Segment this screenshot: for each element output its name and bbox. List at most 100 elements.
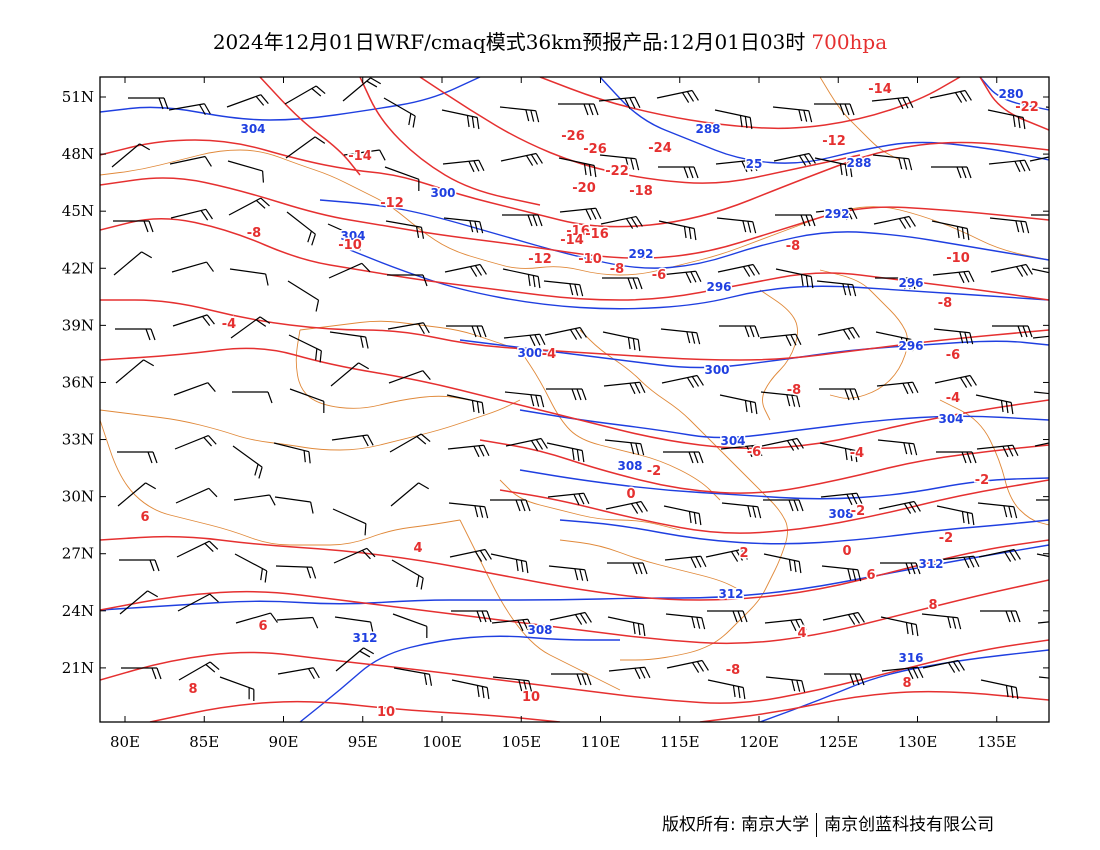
wind-barb: [176, 540, 219, 558]
wind-barb: [549, 611, 592, 625]
wind-barb: [490, 499, 531, 512]
wind-barb: [451, 610, 492, 623]
lon-label: 90E: [268, 733, 298, 751]
wind-barb: [721, 502, 762, 519]
wind-barb: [334, 616, 374, 634]
temperature-isoline: [699, 690, 1049, 722]
temperature-label: -8: [786, 239, 800, 254]
temperature-label: 10: [522, 690, 540, 705]
height-label: 288: [695, 122, 720, 136]
height-label: 296: [706, 280, 731, 294]
wind-barb: [390, 482, 430, 507]
wind-barb: [113, 220, 154, 233]
lat-label: 27N: [62, 545, 94, 563]
wind-barb: [226, 94, 269, 108]
wind-barb: [665, 613, 706, 630]
boundary-line: [100, 399, 521, 451]
height-label: 300: [517, 346, 542, 360]
wind-barb: [285, 136, 326, 159]
wind-barb: [328, 262, 371, 279]
wind-barb: [714, 109, 753, 130]
wind-barb: [330, 362, 370, 387]
wind-barb: [932, 270, 975, 284]
wind-barb: [442, 159, 485, 173]
wind-barb: [1038, 676, 1049, 679]
wind-barb: [233, 494, 276, 506]
wind-barb: [764, 618, 807, 632]
wind-barb: [658, 166, 699, 179]
temperature-isoline: [100, 299, 1049, 361]
wind-barb: [274, 496, 314, 514]
height-isoline: [100, 544, 1049, 611]
wind-barb: [719, 394, 758, 415]
wind-barb: [235, 612, 278, 624]
boundary-line: [559, 539, 741, 591]
wind-barb: [558, 103, 599, 116]
temperature-isoline: [479, 439, 1049, 494]
wind-barbs: [111, 77, 1049, 702]
wind-barb: [763, 499, 804, 512]
temperature-label: -8: [610, 262, 624, 277]
temperature-label: -20: [572, 181, 596, 196]
wind-barb: [385, 220, 425, 239]
wind-barb: [490, 553, 529, 574]
wind-barb: [880, 616, 919, 637]
wind-barb: [976, 444, 1019, 458]
wind-barb: [499, 106, 540, 123]
temperature-isoline: [359, 77, 541, 206]
height-label: 300: [430, 186, 455, 200]
lon-label: 105E: [501, 733, 541, 751]
temperature-label: 8: [188, 682, 197, 697]
wind-barb: [441, 109, 480, 130]
wind-barb: [219, 676, 255, 702]
wind-barb: [822, 611, 865, 625]
wind-barb: [119, 590, 159, 615]
wind-barb: [717, 263, 760, 277]
wind-barb: [383, 97, 416, 128]
wind-barb: [824, 673, 865, 686]
wind-barb: [451, 679, 490, 700]
wind-barb: [447, 444, 490, 458]
temperature-label: -8: [938, 296, 952, 311]
wind-barb: [760, 391, 801, 408]
wind-barb: [332, 508, 367, 536]
wind-barb: [607, 562, 648, 575]
wind-barb: [1036, 499, 1049, 501]
wind-barb: [128, 97, 169, 110]
temperature-label: -14: [348, 149, 372, 164]
lon-label: 100E: [422, 733, 462, 751]
wind-barb: [503, 333, 546, 347]
temperature-isoline: [100, 218, 1049, 301]
wind-barb: [815, 207, 858, 221]
wind-barb: [875, 277, 916, 290]
wind-barb: [600, 215, 643, 229]
height-isoline: [100, 77, 481, 121]
temperature-label: -12: [822, 134, 846, 149]
wind-barb: [877, 439, 918, 456]
wind-barb: [933, 328, 974, 345]
copyright-right: 南京创蓝科技有限公司: [824, 815, 995, 835]
lat-label: 36N: [62, 373, 94, 391]
wind-barb: [548, 565, 589, 582]
wind-barb: [814, 157, 853, 178]
boundary-line: [519, 349, 721, 501]
wind-barb: [273, 442, 311, 464]
wind-barb: [449, 548, 492, 562]
wind-barb: [715, 159, 758, 173]
wind-barb: [171, 261, 214, 273]
wind-barb: [992, 325, 1033, 338]
wind-barb: [276, 616, 319, 629]
wind-barb: [232, 391, 273, 404]
wind-barb: [820, 492, 863, 506]
lat-label: 42N: [62, 259, 94, 277]
wind-barb: [661, 374, 704, 388]
temperature-contours: [100, 77, 1049, 722]
temperature-label: 2: [739, 546, 748, 561]
wind-barb: [658, 220, 697, 241]
lon-label: 120E: [739, 733, 779, 751]
wind-barb: [173, 382, 216, 396]
height-label: 292: [824, 207, 849, 221]
wind-barb: [384, 166, 420, 192]
temperature-isoline: [259, 77, 361, 176]
wind-barb: [607, 616, 646, 637]
